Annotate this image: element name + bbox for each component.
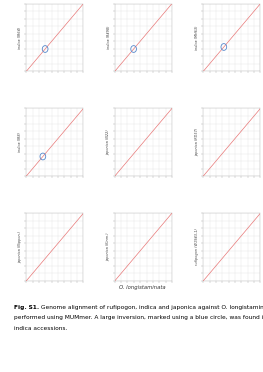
- Y-axis label: japonica (N22): japonica (N22): [107, 129, 111, 155]
- Text: indica accessions.: indica accessions.: [14, 326, 68, 331]
- Text: Genome alignment of rufipogon, indica and japonica against O. longistaminata: Genome alignment of rufipogon, indica an…: [39, 305, 263, 310]
- Y-axis label: rufipogon (W1943-1): rufipogon (W1943-1): [195, 229, 199, 266]
- Text: Fig. S1.: Fig. S1.: [14, 305, 40, 310]
- Text: O. longistaminata: O. longistaminata: [119, 285, 165, 289]
- Y-axis label: japonica (Nippon.): japonica (Nippon.): [18, 231, 22, 263]
- Text: performed using MUMmer. A large inversion, marked using a blue circle, was found: performed using MUMmer. A large inversio…: [14, 315, 263, 320]
- Y-axis label: indica (IR8): indica (IR8): [18, 132, 22, 152]
- Y-axis label: japonica (Kinm.): japonica (Kinm.): [107, 233, 111, 262]
- Y-axis label: indica (MH63): indica (MH63): [195, 25, 199, 50]
- Y-axis label: indica (R498): indica (R498): [107, 26, 111, 49]
- Y-axis label: indica (IR64): indica (IR64): [18, 26, 22, 49]
- Y-axis label: japonica (RD57): japonica (RD57): [195, 128, 199, 156]
